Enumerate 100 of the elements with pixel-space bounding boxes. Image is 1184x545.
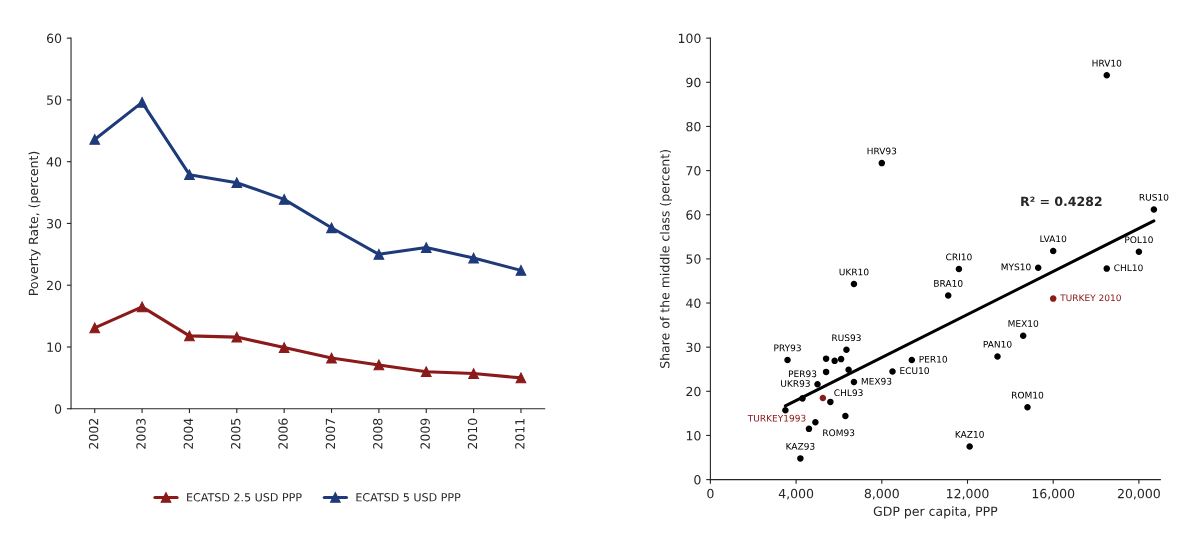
y-tick-label: 40 xyxy=(46,157,62,167)
annotation: ROM10 xyxy=(1012,391,1044,399)
annotation: TURKEY1993 xyxy=(747,414,806,422)
annotation: HRV10 xyxy=(1092,59,1122,67)
y-tick-label: 70 xyxy=(686,166,701,176)
point xyxy=(843,346,850,354)
point xyxy=(89,134,101,145)
point xyxy=(1103,71,1111,79)
annotation: MYS10 xyxy=(1001,263,1031,271)
point xyxy=(819,394,827,402)
point xyxy=(814,380,821,388)
point xyxy=(782,407,789,414)
annotation: KAZ10 xyxy=(955,430,984,438)
y-axis-title: Poverty Rate, (percent) xyxy=(28,151,41,295)
point xyxy=(850,378,858,386)
x-tick-label: 2008 xyxy=(373,418,383,449)
point xyxy=(231,331,243,343)
point xyxy=(842,412,849,420)
point xyxy=(822,368,830,376)
point xyxy=(837,355,845,363)
x-tick-label: 8,000 xyxy=(864,488,899,500)
x-tick-label: 2004 xyxy=(183,418,194,449)
point xyxy=(420,366,432,378)
point xyxy=(326,222,337,234)
y-tick-label: 40 xyxy=(686,298,701,308)
annotation: RUS93 xyxy=(832,334,861,342)
annotation: LVA10 xyxy=(1040,235,1067,243)
y-tick-label: 10 xyxy=(47,342,62,352)
point xyxy=(515,372,527,384)
annotation: UKR93 xyxy=(781,380,810,387)
y-tick-label: 30 xyxy=(686,342,701,353)
annotation: PRY93 xyxy=(774,344,801,352)
point xyxy=(515,265,527,276)
point xyxy=(1024,403,1031,411)
point xyxy=(797,455,804,462)
point xyxy=(994,353,1001,360)
y-tick-label: 60 xyxy=(46,33,62,44)
annotation: PER93 xyxy=(788,370,817,378)
y-tick-label: 0 xyxy=(54,404,62,414)
point xyxy=(955,265,963,273)
y-tick-label: 90 xyxy=(686,77,701,88)
annotation: UKR10 xyxy=(839,268,869,276)
annotation: MEX93 xyxy=(861,377,892,385)
x-tick-label: 0 xyxy=(707,488,714,499)
annotation: POL10 xyxy=(1125,236,1153,244)
y-tick-label: 50 xyxy=(47,95,62,105)
x-axis-title: GDP per capita, PPP xyxy=(873,506,998,519)
point xyxy=(136,301,148,313)
annotation: R² = 0.4282 xyxy=(1021,196,1102,207)
x-tick-label: 12,000 xyxy=(947,488,989,500)
legend-label: ECATSD 5 USD PPP xyxy=(356,493,461,502)
x-tick-label: 2006 xyxy=(278,418,288,449)
y-tick-label: 20 xyxy=(686,386,701,397)
annotation: KAZ93 xyxy=(786,442,815,450)
point xyxy=(373,248,385,260)
point xyxy=(944,292,952,299)
point xyxy=(326,352,337,364)
point xyxy=(908,356,916,364)
point xyxy=(1135,248,1143,256)
point xyxy=(966,443,973,450)
annotation: CHL93 xyxy=(834,389,863,397)
annotation: PER10 xyxy=(919,355,948,363)
point xyxy=(889,368,896,375)
point xyxy=(468,252,479,264)
point xyxy=(1150,206,1158,213)
point xyxy=(822,355,830,362)
point xyxy=(373,359,385,371)
point xyxy=(831,357,838,365)
point xyxy=(1049,295,1057,302)
point xyxy=(827,398,834,406)
point xyxy=(184,169,195,181)
annotation: HRV93 xyxy=(867,147,897,155)
y-tick-label: 0 xyxy=(694,475,701,485)
x-tick-label: 20,000 xyxy=(1117,488,1160,500)
annotation: MEX10 xyxy=(1008,320,1039,327)
y-tick-label: 80 xyxy=(686,121,701,132)
y-tick-label: 50 xyxy=(686,254,701,264)
x-tick-label: 2010 xyxy=(467,418,478,449)
x-tick-label: 16,000 xyxy=(1032,488,1075,500)
point xyxy=(805,425,813,433)
point xyxy=(184,330,195,342)
point xyxy=(89,322,101,334)
annotation: RUS10 xyxy=(1139,193,1169,201)
point xyxy=(231,177,243,189)
annotation: CRI10 xyxy=(946,253,972,261)
point xyxy=(878,159,886,167)
point xyxy=(278,193,290,205)
point xyxy=(850,280,858,288)
y-tick-label: 100 xyxy=(678,33,701,44)
point xyxy=(845,366,852,373)
annotation: ROM93 xyxy=(823,429,855,437)
annotation: CHL10 xyxy=(1114,264,1143,272)
point xyxy=(1049,247,1057,255)
x-tick-label: 2002 xyxy=(88,419,99,449)
y-axis-title: Share of the middle class (percent) xyxy=(659,150,672,368)
annotation: PAN10 xyxy=(983,340,1012,348)
point xyxy=(812,418,819,426)
x-tick-label: 2005 xyxy=(230,418,241,449)
point xyxy=(420,242,432,253)
y-tick-label: 10 xyxy=(686,430,701,441)
